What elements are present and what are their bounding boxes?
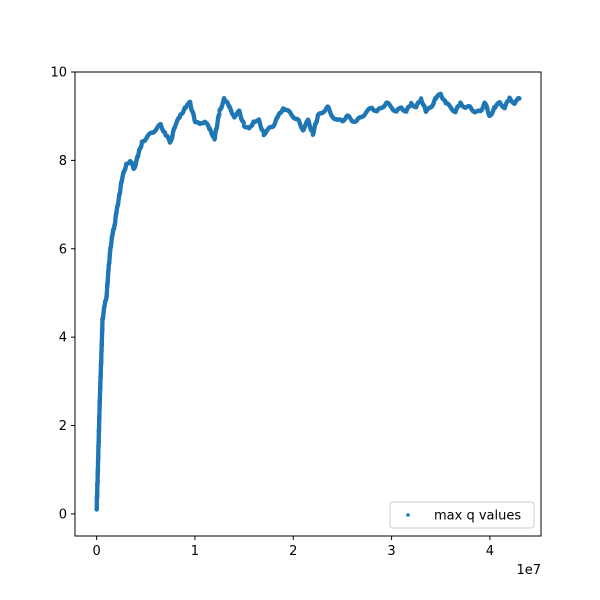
- data-point: [517, 96, 522, 101]
- x-tick-label: 0: [92, 544, 100, 559]
- y-axis: 0 2 4 6 8 10: [50, 66, 75, 522]
- x-axis-offset-label: 1e7: [516, 563, 541, 578]
- y-tick-label: 6: [59, 242, 67, 257]
- y-tick-label: 4: [59, 331, 67, 346]
- axes-frame: [74, 71, 542, 537]
- y-tick-label: 0: [59, 507, 67, 522]
- legend: max q values: [389, 501, 535, 529]
- plot-area: [94, 91, 522, 512]
- series-max-q-values: [94, 91, 522, 512]
- data-point: [217, 111, 222, 117]
- legend-box: [389, 501, 535, 529]
- legend-marker: [406, 513, 410, 517]
- x-tick-label: 4: [486, 544, 494, 559]
- y-tick-label: 2: [59, 419, 67, 434]
- x-tick-label: 2: [289, 544, 297, 559]
- x-axis: 0 1 2 3 4: [92, 536, 494, 559]
- y-tick-label: 8: [59, 154, 67, 169]
- data-point: [241, 120, 246, 126]
- x-tick-label: 3: [387, 544, 395, 559]
- y-tick-label: 10: [50, 66, 67, 81]
- x-tick-label: 1: [191, 544, 199, 559]
- legend-label: max q values: [434, 509, 521, 524]
